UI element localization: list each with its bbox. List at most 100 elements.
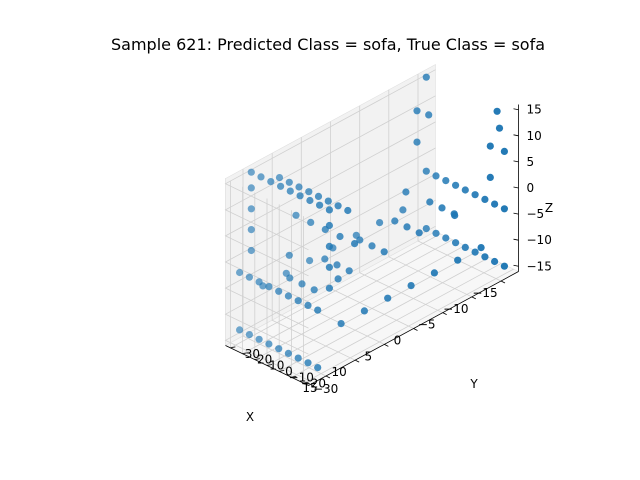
scatter-point (336, 232, 344, 241)
scatter-point (413, 107, 421, 115)
scatter-point (304, 359, 312, 367)
scatter-point (247, 226, 255, 234)
y-tick-label: 30 (245, 347, 260, 361)
scatter-point (461, 186, 469, 194)
y-tick-label: 10 (269, 359, 284, 373)
scatter-point (415, 229, 423, 237)
x-tick-label: −10 (443, 302, 468, 316)
scatter-point (316, 201, 324, 209)
scatter-point (360, 307, 368, 315)
x-tick-mark (384, 343, 389, 347)
x-axis-label: X (246, 410, 254, 424)
scatter-point (426, 198, 434, 206)
axis-ticks: −15−10−5051015−30−20−100102030−15−10−505… (230, 103, 552, 396)
scatter-point (325, 221, 333, 230)
scatter-point (471, 191, 479, 199)
scatter-point (265, 283, 273, 291)
scatter-point (422, 73, 430, 81)
scatter-point (257, 173, 265, 181)
z-tick-label: 0 (527, 181, 535, 195)
scatter-point (451, 211, 459, 220)
z-tick-mark (513, 212, 519, 215)
z-tick-mark (513, 186, 519, 189)
scatter-point (430, 269, 438, 277)
x-tick-label: 0 (394, 334, 402, 348)
x-tick-mark (442, 312, 447, 316)
scatter-point (334, 275, 342, 283)
scatter-point (294, 354, 302, 362)
scatter-point (286, 187, 294, 195)
scatter-point (294, 297, 302, 305)
scatter-point (454, 256, 462, 264)
scatter-point (286, 274, 294, 282)
scatter-point (285, 178, 293, 186)
y-axis-label: Y (469, 377, 478, 391)
y-tick-mark (266, 364, 273, 366)
z-axis-label: Z (545, 201, 553, 215)
scatter-point (236, 326, 244, 334)
scatter-point (325, 263, 333, 271)
scatter-point (380, 248, 388, 256)
scatter-point (265, 340, 273, 348)
scatter-point (255, 278, 263, 286)
scatter-point (356, 236, 364, 244)
scatter-point (255, 335, 263, 343)
x-tick-mark (500, 280, 506, 284)
y-tick-mark (254, 358, 260, 361)
scatter-point (334, 202, 342, 210)
x-tick-label: −15 (472, 286, 497, 300)
scatter-point (402, 188, 410, 196)
scatter-point (391, 217, 399, 225)
x-tick-mark (413, 328, 418, 331)
x-gridline (417, 74, 502, 282)
x-tick-label: 10 (332, 365, 347, 379)
scatter-point (491, 257, 499, 266)
scatter-point (310, 286, 318, 294)
scatter-point (247, 184, 255, 192)
scatter-point (305, 188, 313, 196)
scatter-point (304, 301, 312, 309)
scatter-point (277, 182, 285, 190)
scatter-point (325, 284, 333, 292)
z-tick-label: 10 (527, 129, 542, 143)
scatter-point (295, 183, 303, 191)
scatter-point (481, 195, 489, 203)
scatter-point (275, 287, 283, 295)
scatter-point (333, 261, 341, 269)
scatter-point (314, 306, 322, 314)
scatter-point (500, 262, 508, 270)
scatter-point (306, 196, 314, 205)
z-tick-label: −10 (527, 233, 552, 247)
data-points (236, 73, 508, 372)
scatter-point (461, 243, 469, 251)
scatter-point (284, 349, 292, 357)
scatter-point (325, 206, 333, 214)
scatter-point (285, 251, 293, 259)
scatter-point (245, 273, 253, 281)
y-tick-mark (291, 375, 297, 378)
scatter-point (432, 172, 440, 180)
scatter-point (306, 257, 314, 265)
scatter-point (399, 206, 407, 214)
z-gridline (224, 173, 436, 329)
x-tick-label: −5 (418, 318, 436, 332)
scatter-point (314, 192, 323, 200)
x-tick-label: 5 (365, 349, 373, 363)
y-tick-label: −30 (313, 382, 338, 396)
x-tick-mark (354, 359, 360, 363)
scatter-point (471, 248, 479, 256)
scatter-point (344, 206, 352, 215)
y-tick-label: −10 (289, 370, 314, 384)
scatter-point (452, 181, 460, 189)
z-gridline (224, 121, 436, 277)
z-gridline (224, 199, 436, 355)
y-tick-label: 20 (257, 353, 272, 367)
x-tick-mark (325, 375, 331, 379)
scatter-point (481, 253, 489, 261)
scatter-point (376, 219, 384, 227)
x-gridline (359, 105, 443, 314)
scatter-point (486, 173, 494, 181)
z-tick-label: 15 (527, 103, 542, 117)
y-tick-mark (230, 346, 236, 349)
